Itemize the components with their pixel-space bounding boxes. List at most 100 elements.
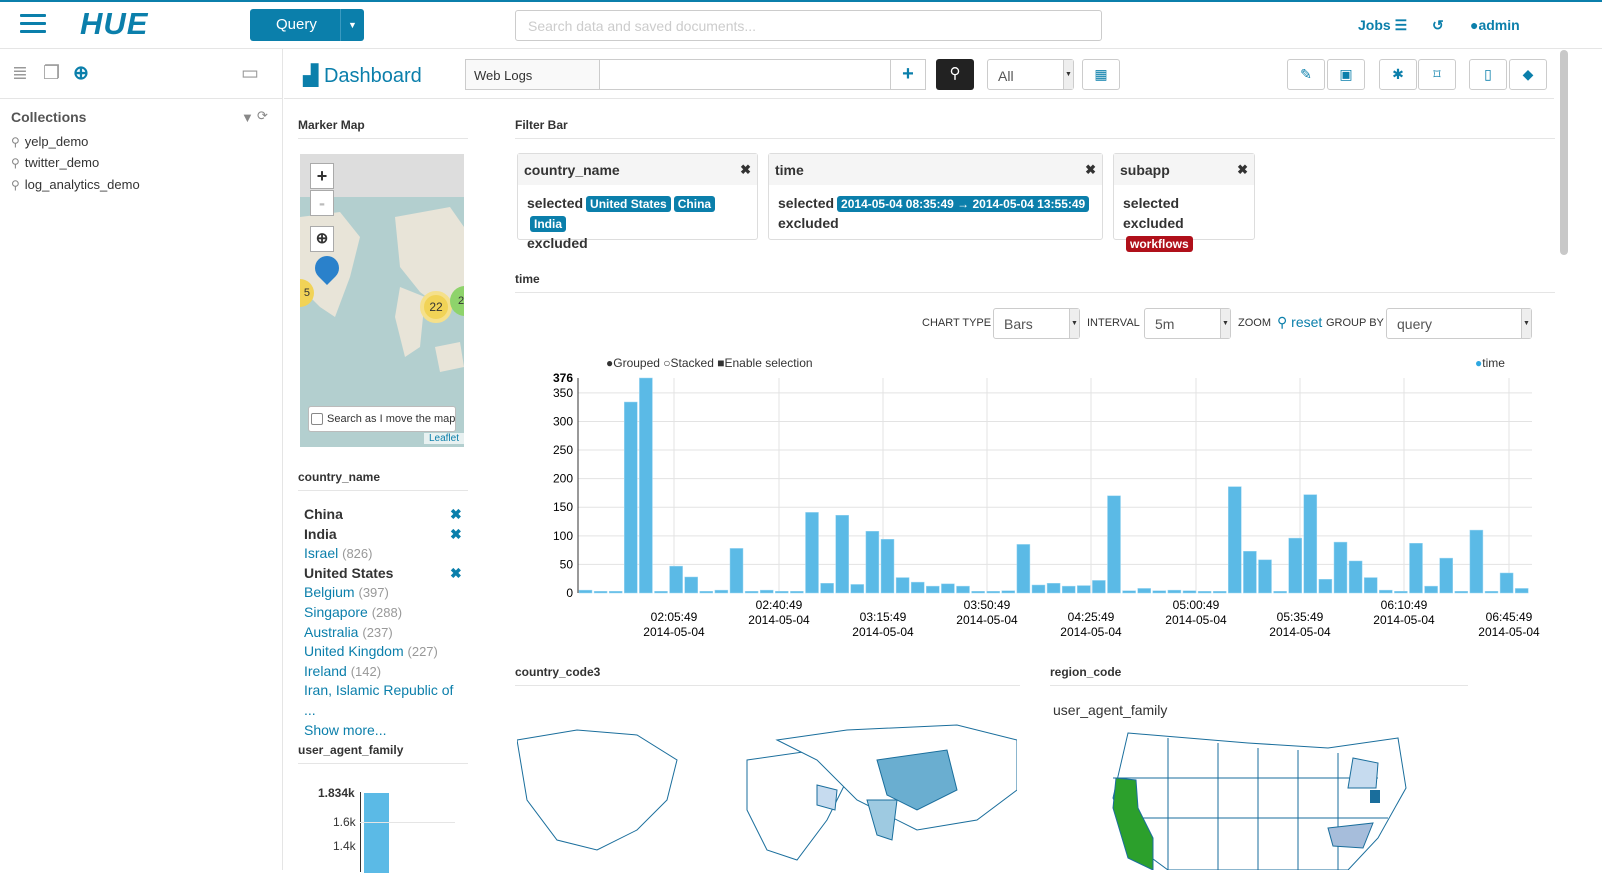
zoom-reset-link[interactable]: ⚲ reset (1277, 314, 1322, 331)
bar[interactable] (1046, 583, 1061, 594)
caret-down-icon[interactable]: ▼ (340, 9, 364, 41)
bar[interactable] (1439, 557, 1453, 594)
cluster-marker[interactable]: 5 (300, 279, 314, 307)
bar[interactable] (1016, 544, 1031, 594)
global-search-input[interactable]: Search data and saved documents... (515, 10, 1102, 41)
bar[interactable] (835, 514, 849, 594)
grouped-radio[interactable]: ●Grouped (606, 356, 660, 370)
facet-item[interactable]: India ✖ (304, 525, 464, 545)
history-icon[interactable]: ↺ (1432, 17, 1444, 33)
facet-item[interactable]: China ✖ (304, 505, 464, 525)
database-icon[interactable]: ≣ (12, 63, 28, 84)
bar[interactable] (1333, 541, 1348, 594)
time-bar-chart[interactable]: 05010015020025030035037602:05:492014-05-… (540, 370, 1550, 650)
bar[interactable] (1469, 529, 1484, 594)
remove-icon[interactable]: ✖ (450, 564, 462, 581)
facet-item[interactable]: United Kingdom (227) (304, 642, 464, 662)
facet-item[interactable]: Australia (237) (304, 623, 464, 643)
marker-map[interactable]: + - ⊕ 5 22 2 Search as I move the map Le… (300, 154, 464, 447)
hamburger-menu-icon[interactable] (20, 14, 46, 34)
bar[interactable] (880, 539, 895, 594)
bar[interactable] (1318, 579, 1333, 594)
india-region[interactable] (866, 799, 898, 841)
bar[interactable] (1363, 577, 1378, 594)
bar[interactable] (1001, 590, 1016, 594)
new-jersey-region[interactable] (1370, 790, 1380, 803)
bar[interactable] (578, 589, 593, 594)
china-region[interactable] (876, 749, 958, 811)
stacked-radio[interactable]: ○Stacked (663, 356, 714, 370)
close-icon[interactable]: ✖ (1237, 162, 1248, 177)
selected-tag[interactable]: China (673, 196, 716, 212)
facet-label[interactable]: Singapore (304, 603, 368, 620)
bar[interactable] (593, 591, 608, 594)
bar[interactable] (850, 584, 865, 594)
bar[interactable] (775, 591, 789, 594)
add-query-button[interactable]: + (890, 59, 926, 90)
facet-label[interactable]: Belgium (304, 584, 355, 601)
bar[interactable] (1484, 591, 1499, 594)
bar[interactable] (1122, 590, 1136, 594)
bar[interactable] (1348, 560, 1363, 594)
close-icon[interactable]: ✖ (740, 162, 751, 177)
selected-tag[interactable]: United States (586, 196, 671, 212)
documents-icon[interactable]: ❐ (43, 63, 61, 84)
bar[interactable] (608, 591, 623, 594)
tags-button[interactable]: ◆ (1509, 59, 1547, 90)
facet-item[interactable]: Belgium (397) (304, 583, 464, 603)
search-zoom-icon[interactable]: ⊕ (73, 63, 89, 84)
bar[interactable] (759, 589, 774, 594)
facet-label[interactable]: Australia (304, 623, 359, 640)
chart-legend[interactable]: ●time (1475, 356, 1505, 370)
bar[interactable] (790, 591, 804, 594)
bar[interactable] (364, 793, 389, 873)
checkbox[interactable] (311, 413, 323, 426)
jobs-link[interactable]: Jobs ☰ (1358, 17, 1407, 34)
facet-label[interactable]: Iran, Islamic Republic of ... (304, 682, 454, 718)
bar[interactable] (1031, 584, 1046, 594)
bar[interactable] (1454, 591, 1469, 594)
date-filter-select[interactable]: All ▼ (987, 59, 1074, 90)
hue-logo[interactable]: HUE (80, 6, 149, 41)
query-input[interactable] (599, 59, 891, 90)
bar[interactable] (1258, 559, 1272, 594)
bar[interactable] (820, 583, 834, 594)
bar[interactable] (684, 576, 698, 594)
bar[interactable] (729, 548, 744, 594)
bar[interactable] (1243, 551, 1257, 594)
collection-select[interactable]: Web Logs (465, 59, 600, 90)
remove-icon[interactable]: ✖ (450, 525, 462, 542)
bar[interactable] (956, 585, 970, 594)
bar[interactable] (1152, 590, 1167, 594)
zoom-out-button[interactable]: - (310, 190, 334, 216)
bar[interactable] (639, 377, 653, 594)
bar[interactable] (1424, 585, 1438, 594)
calendar-button[interactable]: ▦ (1082, 59, 1120, 90)
bar[interactable] (1092, 580, 1106, 594)
bar[interactable] (1273, 591, 1287, 594)
collection-item[interactable]: ⚲ log_analytics_demo (11, 177, 140, 192)
close-icon[interactable]: ✖ (1085, 162, 1096, 177)
facet-item[interactable]: Singapore (288) (304, 603, 464, 623)
enable-selection-toggle[interactable]: ■Enable selection (717, 356, 812, 370)
remove-icon[interactable]: ✖ (450, 506, 462, 522)
excluded-tag[interactable]: workflows (1126, 236, 1193, 252)
facet-item[interactable]: Ireland (142) (304, 662, 464, 682)
facet-label[interactable]: Ireland (304, 662, 347, 679)
bar[interactable] (714, 589, 729, 594)
search-button[interactable]: ⚲ (936, 59, 974, 90)
bar[interactable] (1077, 585, 1091, 594)
bar[interactable] (941, 583, 955, 594)
facet-label[interactable]: United Kingdom (304, 643, 404, 660)
search-as-move-checkbox[interactable]: Search as I move the map (308, 406, 456, 432)
california-region[interactable] (1112, 777, 1154, 870)
query-button[interactable]: Query ▼ (250, 9, 364, 41)
facet-item[interactable]: Iran, Islamic Republic of ... (304, 681, 464, 720)
bar[interactable] (1303, 494, 1318, 594)
user-menu[interactable]: ●admin (1470, 17, 1520, 33)
bar[interactable] (1212, 591, 1227, 594)
middle-east-region[interactable] (816, 784, 838, 811)
filter-icon[interactable]: ▼ (241, 110, 254, 125)
bar[interactable] (986, 591, 1000, 594)
cluster-marker[interactable]: 2 (450, 286, 464, 316)
